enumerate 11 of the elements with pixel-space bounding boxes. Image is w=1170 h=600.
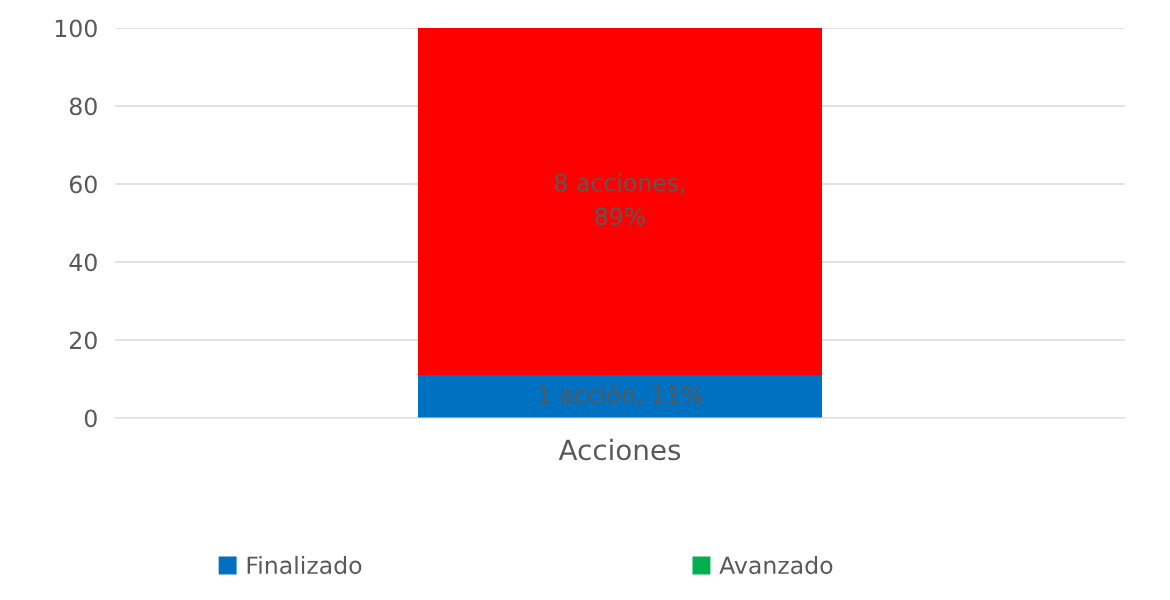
y-tick-label: 20 xyxy=(70,331,97,350)
y-tick-label: 80 xyxy=(69,97,97,116)
y-tick-label: 60 xyxy=(69,175,97,194)
data-label: 1 acción, 11% xyxy=(539,384,702,406)
data-label: 8 acciones, 89% xyxy=(554,173,685,226)
y-tick-label: 40 xyxy=(69,253,97,272)
y-tick-label: 0 xyxy=(84,409,97,428)
legend-label: Avanzado xyxy=(719,555,833,575)
legend-label: Finalizado xyxy=(247,555,362,575)
y-tick-label: 100 xyxy=(55,19,97,38)
x-tick-label: Acciones xyxy=(558,438,681,461)
